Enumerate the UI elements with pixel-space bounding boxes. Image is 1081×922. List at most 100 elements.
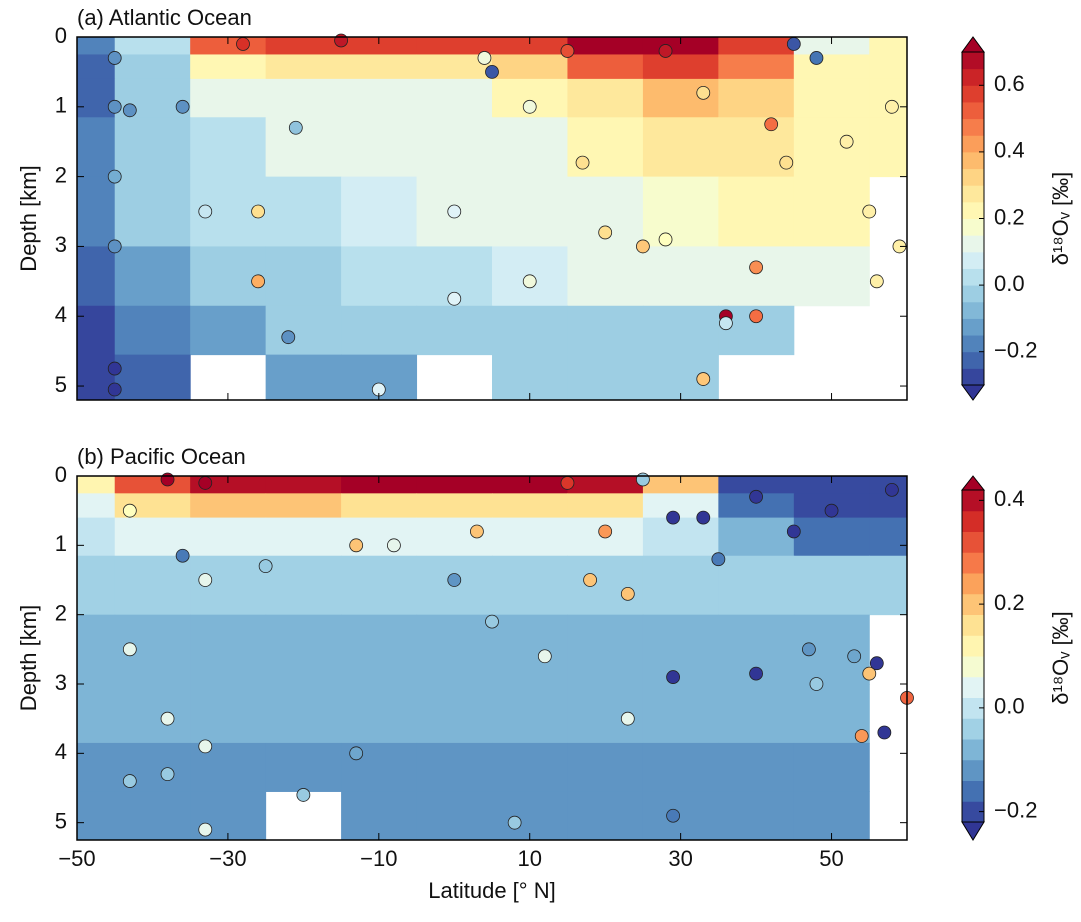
contour-cell (718, 37, 795, 55)
contour-cell (114, 476, 191, 494)
contour-cell (265, 37, 342, 55)
contour-cell (190, 78, 267, 118)
contour-cell (567, 246, 644, 307)
sample-point (198, 476, 213, 490)
contour-cell (869, 37, 908, 55)
contour-cell (114, 684, 191, 744)
contour-cell (190, 517, 267, 557)
contour-cell (114, 791, 191, 841)
sample-point (658, 44, 673, 58)
sample-point (809, 677, 824, 691)
contour-cell (77, 117, 116, 178)
colorbar-extend (961, 36, 985, 53)
sample-point (598, 524, 613, 539)
contour-cell (642, 476, 719, 494)
colorbar-level (962, 635, 984, 657)
contour-cell (114, 117, 191, 178)
contour-cell (567, 476, 644, 494)
contour-cell (265, 54, 342, 80)
contour-cell (190, 305, 267, 356)
contour-cell (265, 493, 342, 519)
colorbar-level (962, 251, 984, 269)
contour-cell (642, 78, 719, 118)
contour-cell (642, 614, 719, 685)
colorbar-tick-label: −0.2 (994, 797, 1037, 822)
contour-cell (492, 176, 568, 247)
contour-cell (492, 742, 568, 792)
colorbar-level (962, 285, 984, 303)
y-axis-label: Depth [km] (16, 165, 41, 271)
contour-cell (416, 305, 493, 356)
sample-point (560, 44, 575, 58)
colorbar-level (962, 552, 984, 574)
sample-point (122, 774, 137, 788)
sample-point (198, 822, 213, 837)
sample-point (251, 274, 265, 289)
colorbar-level (962, 235, 984, 253)
panel-title: (a) Atlantic Ocean (77, 5, 252, 30)
contour-cell (341, 78, 418, 118)
contour-cell (718, 476, 795, 494)
sample-point (107, 169, 122, 184)
y-tick-label: 4 (55, 302, 67, 327)
contour-cell (341, 37, 418, 55)
colorbar-label: δ¹⁸Oᵥ [‰] (1048, 172, 1073, 265)
contour-cell (77, 555, 116, 616)
contour-cell (341, 614, 418, 685)
sample-point (620, 586, 635, 601)
sample-point (802, 642, 816, 657)
y-tick-label: 2 (55, 162, 67, 187)
sample-point (711, 552, 726, 567)
panel: 0 1 2 3 4 5 (a) Atlantic Ocean Depth [km] −0.2 0.… (16, 5, 1073, 401)
colorbar-level (962, 151, 984, 170)
sample-point (160, 711, 175, 726)
contour-cell (567, 78, 644, 118)
colorbar-level (962, 676, 984, 698)
contour-cell (793, 791, 870, 841)
contour-cell (416, 37, 493, 55)
contour-cell (77, 176, 116, 247)
contour-cell (341, 476, 418, 494)
x-tick-label: 50 (819, 846, 843, 871)
contour-cell (642, 246, 719, 307)
contour-cell (190, 54, 267, 80)
sample-point (175, 99, 190, 114)
sample-point (236, 37, 250, 51)
sample-point (507, 815, 522, 830)
contour-cell (77, 684, 116, 744)
contour-cell (793, 78, 870, 118)
contour-cell (793, 517, 870, 557)
contour-cell (341, 117, 418, 178)
sample-point (869, 274, 884, 289)
y-tick-label: 0 (55, 23, 67, 48)
x-tick-label: −10 (360, 846, 397, 871)
sample-point (839, 134, 854, 149)
contour-cell (642, 176, 719, 247)
sample-point (160, 472, 175, 487)
sample-point (334, 33, 348, 48)
contour-cell (416, 117, 493, 178)
colorbar-tick-label: 0.4 (994, 138, 1025, 163)
contour-cell (265, 476, 342, 494)
sample-point (107, 382, 122, 397)
contour-cell (793, 54, 870, 80)
colorbar-tick-label: 0.4 (994, 486, 1025, 511)
y-tick-label: 3 (55, 670, 67, 695)
contour-cell (416, 476, 493, 494)
colorbar-tick-label: −0.2 (994, 338, 1037, 363)
colorbar-level (962, 85, 984, 103)
colorbar-level (962, 68, 984, 86)
colorbar-level (962, 201, 984, 219)
contour-cell (492, 614, 568, 685)
contour-cell (642, 791, 719, 841)
contour-cell (492, 791, 568, 841)
contour-cell (567, 493, 644, 519)
sample-point (296, 788, 311, 802)
sample-point (786, 524, 801, 539)
contour-cell (793, 37, 870, 55)
contour-cell (265, 614, 342, 685)
sample-point (470, 524, 484, 539)
contour-cell (642, 742, 719, 792)
sample-point (349, 746, 364, 761)
colorbar-level (962, 593, 984, 615)
